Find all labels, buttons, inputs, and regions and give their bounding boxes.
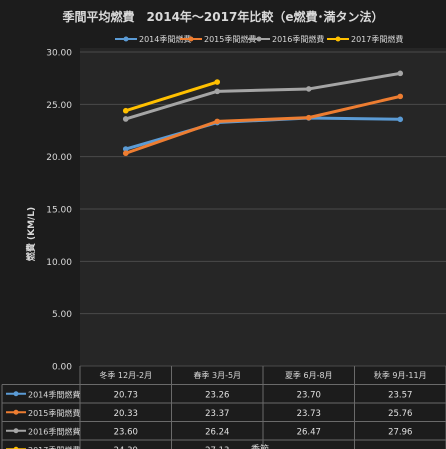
y-tick-label: 10.00 — [46, 258, 72, 268]
table-legend-marker — [13, 428, 19, 434]
table-legend-marker — [13, 446, 19, 449]
data-label: 24.39 — [114, 446, 138, 449]
data-point — [122, 150, 129, 157]
x-tick-label: 春季 3月-5月 — [193, 370, 241, 380]
y-tick-label: 25.00 — [46, 101, 72, 111]
data-label: 26.47 — [297, 427, 321, 437]
table-row-label: 2017季間燃費 — [28, 445, 80, 449]
data-label: 25.76 — [388, 409, 412, 419]
legend-marker — [188, 36, 194, 42]
legend-marker — [335, 36, 341, 42]
legend-label: 2016季間燃費 — [272, 34, 324, 44]
data-label: 23.73 — [297, 409, 321, 419]
data-point — [305, 86, 312, 92]
data-label: 27.13 — [205, 446, 229, 449]
data-label: 23.37 — [205, 409, 229, 419]
chart-title: 季間平均燃費 2014年～2017年比較（e燃費･満タン法） — [62, 9, 384, 24]
y-tick-label: 0.00 — [52, 363, 72, 373]
gridlines — [80, 48, 446, 367]
data-point — [214, 88, 221, 95]
legend-label: 2014季間燃費 — [139, 34, 191, 44]
y-axis-ticks: 0.00 5.00 10.00 15.00 20.00 25.00 30.00 — [46, 49, 72, 373]
legend-label: 2017季間燃費 — [351, 34, 403, 44]
legend: 2014季間燃費 2015季間燃費 2016季間燃費 2017季間燃費 — [115, 34, 403, 44]
y-axis-label: 燃費 (KM/L) — [25, 207, 37, 261]
legend-marker — [256, 36, 262, 42]
data-table: 冬季 12月-2月 春季 3月-5月 夏季 6月-8月 秋季 9月-11月 2014季間… — [1, 366, 446, 449]
x-tick-label: 冬季 12月-2月 — [99, 370, 152, 380]
data-point — [122, 146, 129, 152]
table-row-label: 2014季間燃費 — [28, 389, 80, 399]
table-row-label: 2016季間燃費 — [28, 426, 80, 436]
legend-marker — [123, 36, 129, 42]
data-label: 20.73 — [114, 390, 138, 400]
y-tick-label: 5.00 — [52, 310, 72, 320]
data-point — [214, 118, 221, 125]
data-point — [305, 114, 312, 121]
data-point — [397, 116, 404, 123]
y-tick-label: 20.00 — [46, 153, 72, 163]
data-label: 23.60 — [114, 427, 138, 437]
x-tick-label: 秋季 9月-11月 — [374, 370, 427, 380]
table-legend-marker — [13, 391, 19, 397]
series-line — [125, 71, 401, 121]
plot-area — [80, 48, 446, 366]
x-tick-label: 夏季 6月-8月 — [285, 370, 333, 380]
data-point — [397, 70, 404, 77]
series-line — [125, 80, 218, 113]
table-legend-marker — [13, 409, 19, 415]
legend-label: 2015季間燃費 — [204, 34, 256, 44]
data-point — [214, 79, 221, 85]
data-label: 26.24 — [205, 427, 229, 437]
data-label: 23.26 — [205, 390, 229, 400]
table-row-label: 2015季間燃費 — [28, 408, 80, 418]
data-point — [397, 93, 404, 100]
data-label: 27.96 — [388, 427, 412, 437]
data-label: 20.33 — [114, 409, 138, 419]
series-line — [125, 94, 401, 155]
y-tick-label: 15.00 — [46, 206, 72, 216]
y-tick-label: 30.00 — [46, 49, 72, 59]
data-point — [122, 116, 129, 122]
series-lines — [122, 70, 404, 157]
x-axis-label: 季節 — [251, 443, 269, 449]
data-label: 23.70 — [297, 390, 321, 400]
data-point — [122, 107, 129, 114]
data-label: 23.57 — [388, 390, 412, 400]
